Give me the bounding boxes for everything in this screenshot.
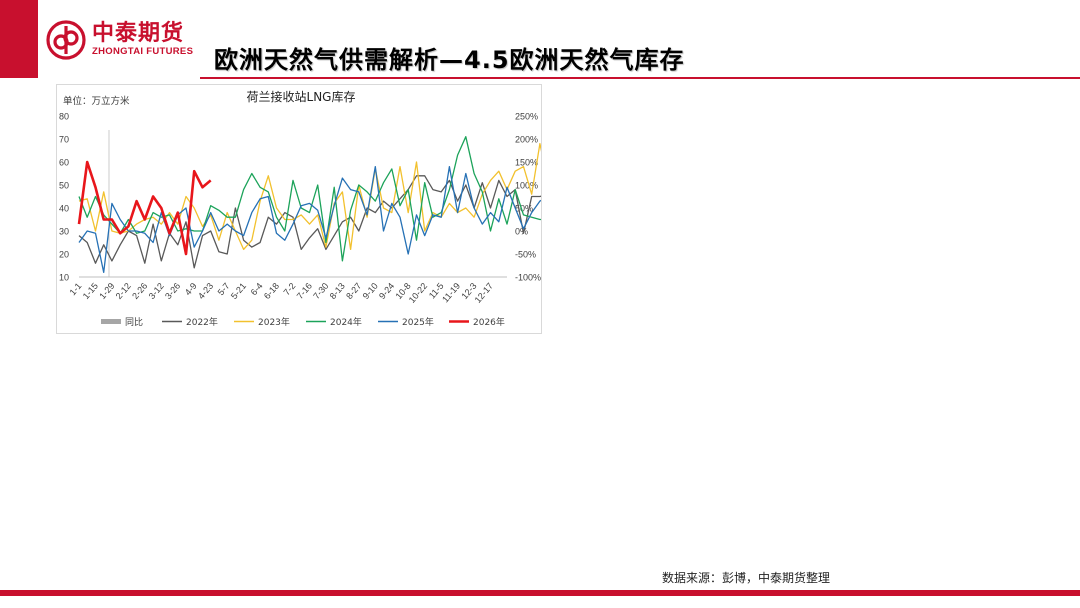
company-logo: 中泰期货 ZHONGTAI FUTURES: [46, 20, 193, 60]
x-tick-label: 9-10: [361, 281, 380, 301]
x-tick-label: 4-23: [196, 281, 215, 301]
chart-title: 荷兰接收站LNG库存: [247, 89, 356, 104]
x-tick-label: 2-26: [130, 281, 149, 301]
y-right-tick-label: -100%: [515, 273, 541, 283]
data-source-note: 数据来源：彭博，中泰期货整理: [662, 571, 831, 585]
x-tick-label: 12-17: [473, 281, 495, 305]
page-title: 欧洲天然气供需解析—4.5欧洲天然气库存: [214, 46, 685, 74]
series-line-2024年: [78, 136, 541, 262]
y-right-tick-label: 250%: [515, 112, 538, 122]
series-line-2025年: [78, 165, 541, 274]
series-line-2023年: [78, 142, 541, 251]
x-tick-label: 7-16: [295, 281, 314, 301]
legend-label: 2026年: [473, 316, 505, 328]
logo-mark-icon: [46, 20, 86, 60]
x-tick-label: 2-12: [114, 281, 133, 301]
y-left-tick-label: 40: [59, 204, 69, 214]
legend-label: 2023年: [258, 316, 290, 328]
x-tick-label: 3-12: [147, 281, 166, 301]
bottom-accent-bar: [0, 590, 1080, 596]
series-line-2026年: [77, 160, 212, 256]
y-right-tick-label: 50%: [515, 204, 533, 214]
x-tick-label: 3-26: [163, 281, 182, 301]
logo-english-name: ZHONGTAI FUTURES: [92, 46, 194, 57]
y-right-tick-label: 200%: [515, 135, 538, 145]
legend-label: 2025年: [402, 316, 434, 328]
x-tick-label: 11-19: [440, 281, 462, 305]
unit-label: 单位：万立方米: [63, 95, 130, 107]
y-right-tick-label: 0%: [515, 227, 528, 237]
x-tick-label: 9-24: [377, 281, 396, 301]
legend-label: 2022年: [186, 316, 218, 328]
chart-panel: 单位：万立方米 荷兰接收站LNG库存 80 70 60 50 40 30 20 10 250% 2…: [56, 84, 542, 334]
y-left-tick-label: 70: [59, 135, 69, 145]
y-left-tick-label: 80: [59, 112, 69, 122]
y-right-tick-label: 150%: [515, 158, 538, 168]
y-left-tick-label: 60: [59, 158, 69, 168]
legend-label: 同比: [125, 316, 143, 328]
title-divider: [200, 77, 1080, 79]
x-tick-label: 7-30: [311, 281, 330, 301]
x-tick-label: 5-21: [229, 281, 248, 301]
x-tick-label: 6-18: [262, 281, 281, 301]
y-left-tick-label: 30: [59, 227, 69, 237]
y-left-tick-label: 50: [59, 181, 69, 191]
legend-swatch: [101, 319, 121, 324]
x-tick-label: 10-22: [407, 281, 429, 305]
logo-chinese-name: 中泰期货: [92, 21, 185, 46]
legend-label: 2024年: [330, 316, 362, 328]
x-tick-label: 1-15: [81, 281, 100, 301]
y-right-tick-label: -50%: [515, 250, 536, 260]
lng-inventory-chart: 单位：万立方米 荷兰接收站LNG库存 80 70 60 50 40 30 20 10 250% 2…: [59, 89, 541, 328]
y-left-tick-label: 20: [59, 250, 69, 260]
x-tick-label: 8-13: [328, 281, 347, 301]
x-tick-label: 8-27: [344, 281, 363, 301]
left-accent-bar: [0, 0, 38, 78]
x-tick-label: 1-29: [97, 281, 116, 301]
series-line-2022年: [78, 175, 541, 269]
y-left-tick-label: 10: [59, 273, 69, 283]
y-right-tick-label: 100%: [515, 181, 538, 191]
